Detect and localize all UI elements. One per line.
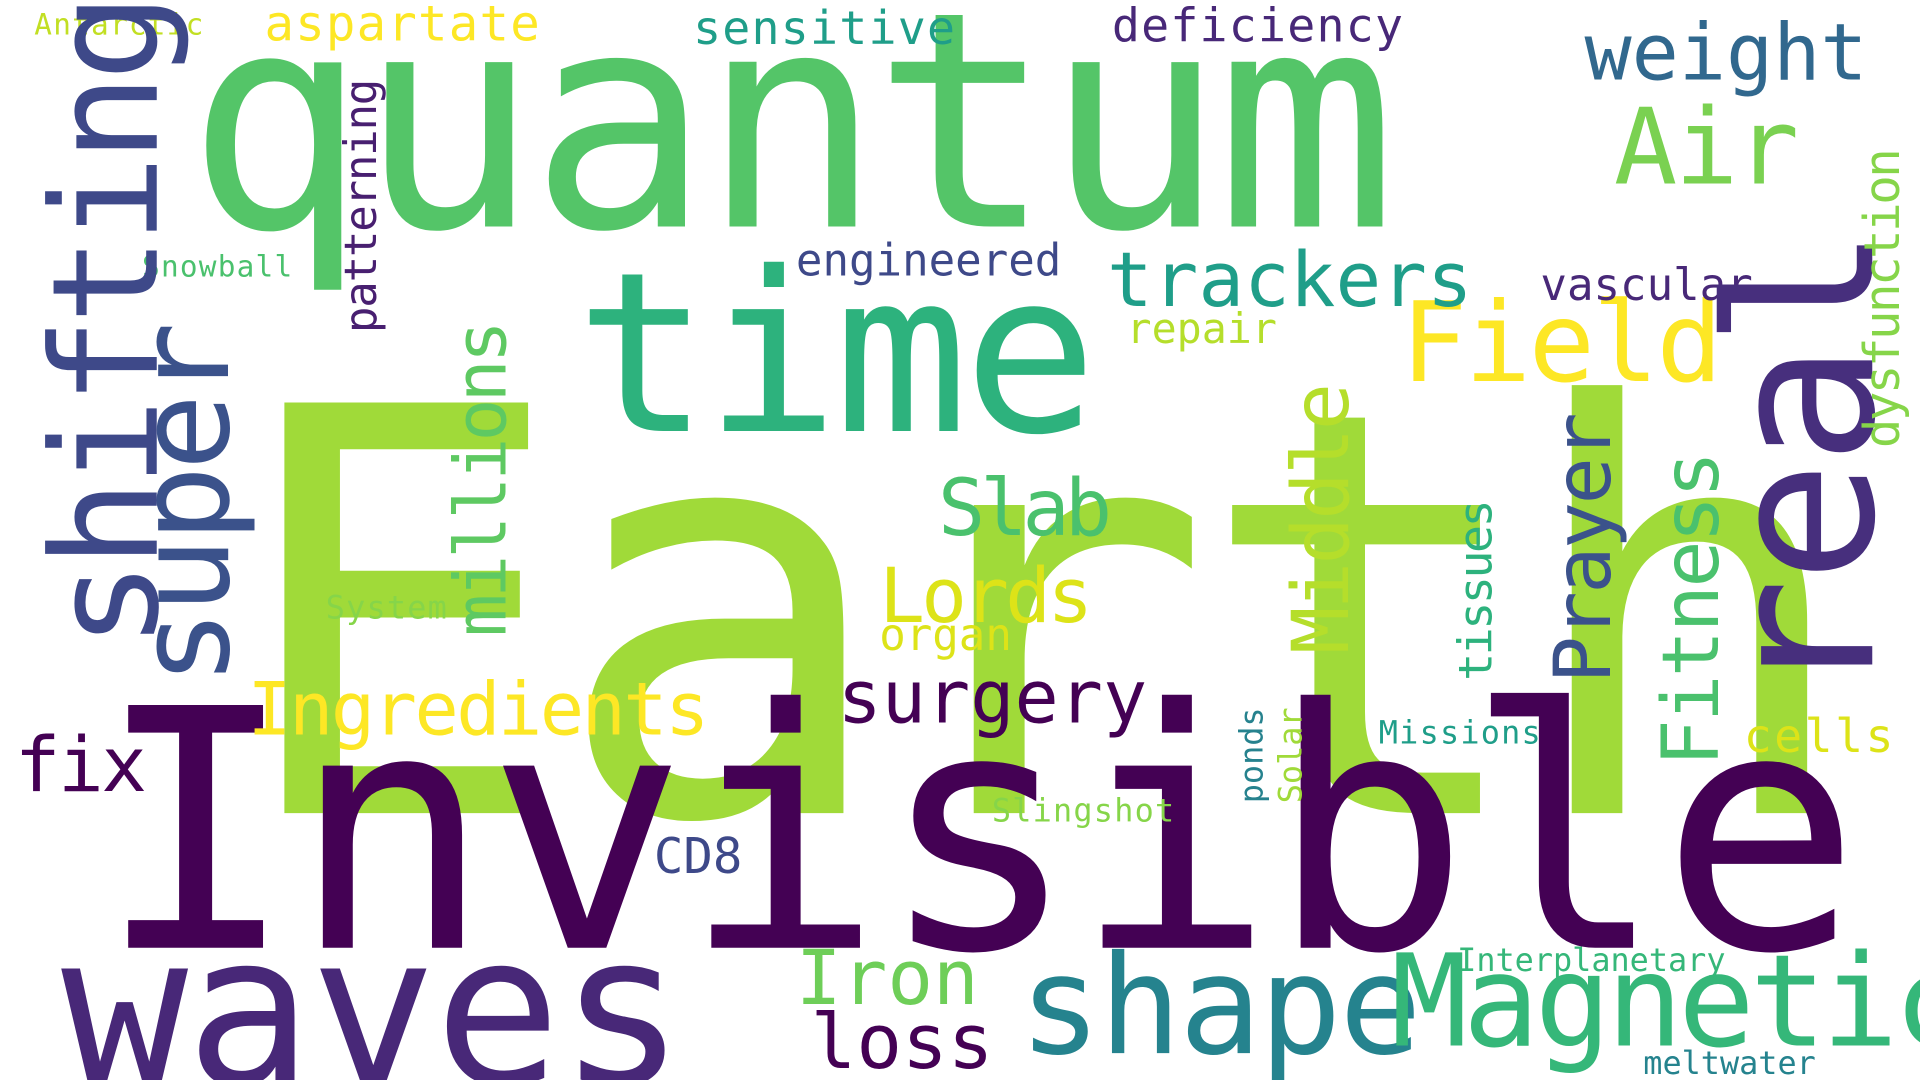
word-organ: organ <box>879 611 1012 662</box>
word-middle: Middle <box>1277 385 1368 654</box>
word-sensitive: sensitive <box>693 1 957 56</box>
word-patterning: patterning <box>336 79 387 334</box>
word-ponds: ponds <box>1234 707 1272 804</box>
word-super: super <box>108 326 259 686</box>
word-surgery: surgery <box>837 655 1148 741</box>
word-trackers: trackers <box>1106 235 1473 325</box>
word-quantum: quantum <box>186 0 1397 299</box>
word-invisible: Invisible <box>95 640 1862 1028</box>
word-deficiency: deficiency <box>1111 0 1405 53</box>
word-weight: weight <box>1584 8 1868 100</box>
word-millions: millions <box>439 324 523 637</box>
word-field: Field <box>1400 279 1723 408</box>
word-snowball: Snowball <box>142 249 294 285</box>
word-time: time <box>575 224 1098 484</box>
word-antarctic: Antarctic <box>34 7 205 42</box>
word-system: System <box>325 590 449 627</box>
word-cd8: CD8 <box>653 828 743 886</box>
word-magnetic: Magnetic <box>1391 926 1920 1077</box>
word-dysfunction: dysfunction <box>1855 150 1912 449</box>
word-prayer: Prayer <box>1539 414 1630 684</box>
word-lords: Lords <box>879 551 1093 641</box>
word-meltwater: meltwater <box>1643 1045 1816 1080</box>
word-earth: Earth <box>230 291 1857 947</box>
word-repair: repair <box>1126 304 1277 354</box>
word-iron: Iron <box>795 933 979 1023</box>
word-cells: cells <box>1743 708 1897 763</box>
word-interplanetary: Interplanetary <box>1457 942 1726 980</box>
word-engineered: engineered <box>795 236 1062 287</box>
word-aspartate: aspartate <box>264 0 541 53</box>
word-slingshot: Slingshot <box>991 793 1176 831</box>
word-slab: Slab <box>937 464 1112 555</box>
word-air: Air <box>1613 86 1799 210</box>
word-ingredients: Ingredients <box>247 667 709 754</box>
word-missions: Missions <box>1378 715 1542 752</box>
word-fitness: Fitness <box>1646 453 1738 767</box>
word-solar: Solar <box>1273 707 1311 804</box>
word-shape: shape <box>1018 926 1422 1080</box>
word-fix: fix <box>14 720 147 810</box>
word-waves: waves <box>61 887 685 1080</box>
word-tissues: tissues <box>1448 501 1503 681</box>
word-loss: loss <box>810 996 994 1080</box>
word-vascular: vascular <box>1540 260 1753 312</box>
